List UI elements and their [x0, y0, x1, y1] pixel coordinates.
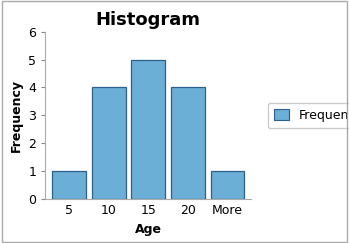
- Legend: Frequency: Frequency: [268, 103, 349, 128]
- X-axis label: Age: Age: [135, 223, 162, 236]
- Title: Histogram: Histogram: [96, 11, 201, 29]
- Y-axis label: Frequency: Frequency: [10, 79, 23, 152]
- Bar: [171, 87, 205, 199]
- Bar: [92, 87, 126, 199]
- Bar: [52, 171, 86, 199]
- Bar: [211, 171, 244, 199]
- Bar: [132, 60, 165, 199]
